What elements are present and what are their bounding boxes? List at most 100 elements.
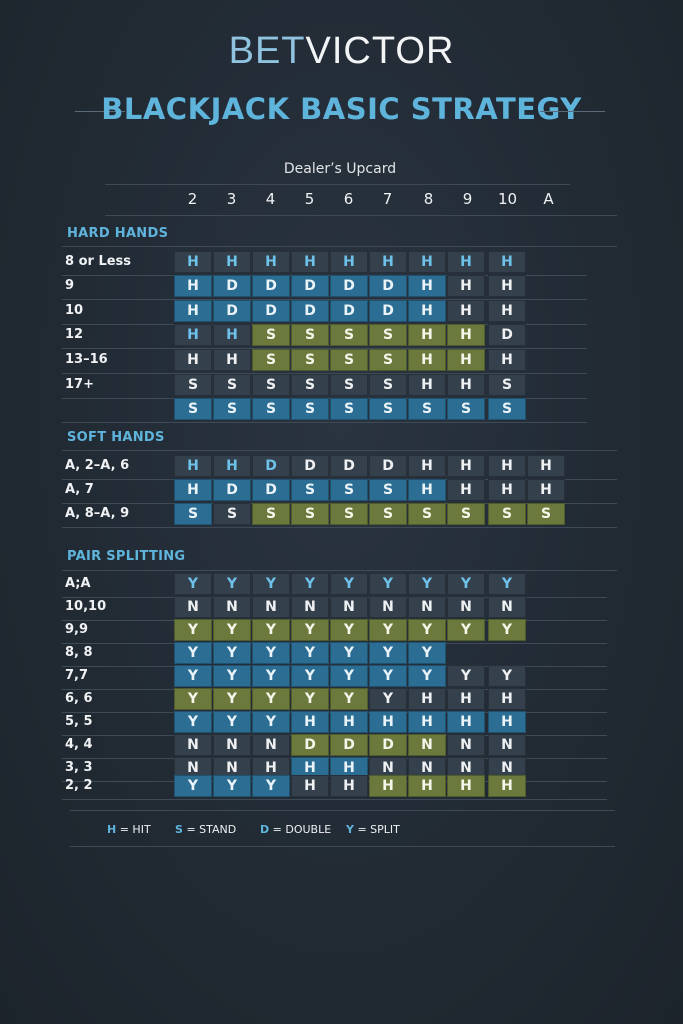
strategy-cell: H <box>174 300 212 322</box>
strategy-cell: S <box>488 374 526 396</box>
strategy-cell: S <box>252 398 290 420</box>
strategy-cell: D <box>330 275 368 297</box>
strategy-cell: Y <box>291 665 329 687</box>
strategy-cell: D <box>291 300 329 322</box>
strategy-cell: S <box>369 398 407 420</box>
strategy-cell: H <box>291 775 329 797</box>
column-header: 8 <box>423 190 434 208</box>
strategy-cell: N <box>174 596 212 618</box>
strategy-cell: Y <box>291 688 329 710</box>
strategy-cell: S <box>213 374 251 396</box>
strategy-cell: H <box>488 349 526 371</box>
strategy-cell: S <box>252 324 290 346</box>
strategy-cell: H <box>330 757 368 779</box>
strategy-cell: N <box>369 596 407 618</box>
strategy-cell: Y <box>252 619 290 641</box>
row-label: 8, 8 <box>65 645 93 660</box>
legend-text-split: = SPLIT <box>357 823 400 836</box>
column-header: 3 <box>226 190 237 208</box>
strategy-cell: Y <box>213 775 251 797</box>
row-divider <box>62 299 587 300</box>
row-label: 9,9 <box>65 622 89 637</box>
strategy-cell: H <box>447 688 485 710</box>
column-header: 4 <box>265 190 276 208</box>
strategy-cell: D <box>369 734 407 756</box>
strategy-cell: S <box>252 503 290 525</box>
strategy-cell: H <box>447 300 485 322</box>
section-label-hard: HARD HANDS <box>67 226 169 241</box>
strategy-cell: Y <box>447 573 485 595</box>
strategy-cell: H <box>488 300 526 322</box>
strategy-cell: Y <box>447 665 485 687</box>
strategy-cell: D <box>252 455 290 477</box>
column-header: 2 <box>187 190 198 208</box>
strategy-cell: H <box>213 455 251 477</box>
section-rule-hard <box>62 246 617 247</box>
strategy-cell: Y <box>252 711 290 733</box>
strategy-cell: S <box>369 374 407 396</box>
strategy-cell: N <box>447 596 485 618</box>
row-label: 9 <box>65 278 75 293</box>
strategy-cell: D <box>291 275 329 297</box>
strategy-cell: S <box>213 398 251 420</box>
row-label: A, 7 <box>65 482 94 497</box>
row-label: 4, 4 <box>65 737 93 752</box>
strategy-cell: Y <box>488 619 526 641</box>
strategy-cell: Y <box>252 642 290 664</box>
row-label: 10,10 <box>65 599 107 614</box>
row-label: 13–16 <box>65 352 108 367</box>
legend-hit: H = HIT <box>107 823 151 836</box>
strategy-cell: S <box>330 324 368 346</box>
brand-logo: BETVICTOR <box>0 30 683 73</box>
legend-double: D = DOUBLE <box>260 823 331 836</box>
legend-stand: S = STAND <box>175 823 236 836</box>
strategy-cell: S <box>174 374 212 396</box>
strategy-cell: D <box>488 324 526 346</box>
strategy-cell: N <box>408 757 446 779</box>
strategy-cell: D <box>213 275 251 297</box>
row-label: 8 or Less <box>65 254 132 269</box>
strategy-cell: N <box>252 596 290 618</box>
strategy-cell: Y <box>213 688 251 710</box>
strategy-cell: Y <box>408 642 446 664</box>
strategy-cell: H <box>330 775 368 797</box>
strategy-cell: Y <box>488 573 526 595</box>
strategy-cell: S <box>291 324 329 346</box>
strategy-cell: Y <box>369 642 407 664</box>
strategy-cell: H <box>252 251 290 273</box>
strategy-cell: D <box>291 455 329 477</box>
strategy-cell: S <box>369 479 407 501</box>
strategy-cell: Y <box>408 619 446 641</box>
legend-rule-bottom <box>70 846 615 847</box>
strategy-cell: S <box>291 398 329 420</box>
strategy-cell: H <box>527 479 565 501</box>
row-label: 5, 5 <box>65 714 93 729</box>
strategy-cell: Y <box>174 619 212 641</box>
strategy-cell: H <box>213 349 251 371</box>
strategy-cell: H <box>174 349 212 371</box>
row-divider <box>62 799 607 800</box>
strategy-cell: H <box>252 757 290 779</box>
legend-split: Y = SPLIT <box>346 823 400 836</box>
strategy-cell: Y <box>213 665 251 687</box>
row-divider <box>62 527 617 528</box>
strategy-cell: H <box>447 349 485 371</box>
column-header: A <box>543 190 554 208</box>
strategy-cell: Y <box>408 665 446 687</box>
strategy-cell: H <box>527 455 565 477</box>
section-rule-pairs <box>62 570 617 571</box>
strategy-cell: H <box>408 711 446 733</box>
strategy-cell: Y <box>447 619 485 641</box>
header-rule-bottom <box>105 215 617 216</box>
strategy-cell: N <box>488 757 526 779</box>
strategy-cell: S <box>291 479 329 501</box>
strategy-cell: S <box>252 349 290 371</box>
strategy-cell: H <box>488 251 526 273</box>
strategy-cell: S <box>213 503 251 525</box>
strategy-cell: H <box>488 275 526 297</box>
strategy-cell: H <box>291 757 329 779</box>
strategy-cell: S <box>174 398 212 420</box>
strategy-cell: Y <box>174 711 212 733</box>
strategy-cell: H <box>213 251 251 273</box>
strategy-cell: Y <box>330 642 368 664</box>
